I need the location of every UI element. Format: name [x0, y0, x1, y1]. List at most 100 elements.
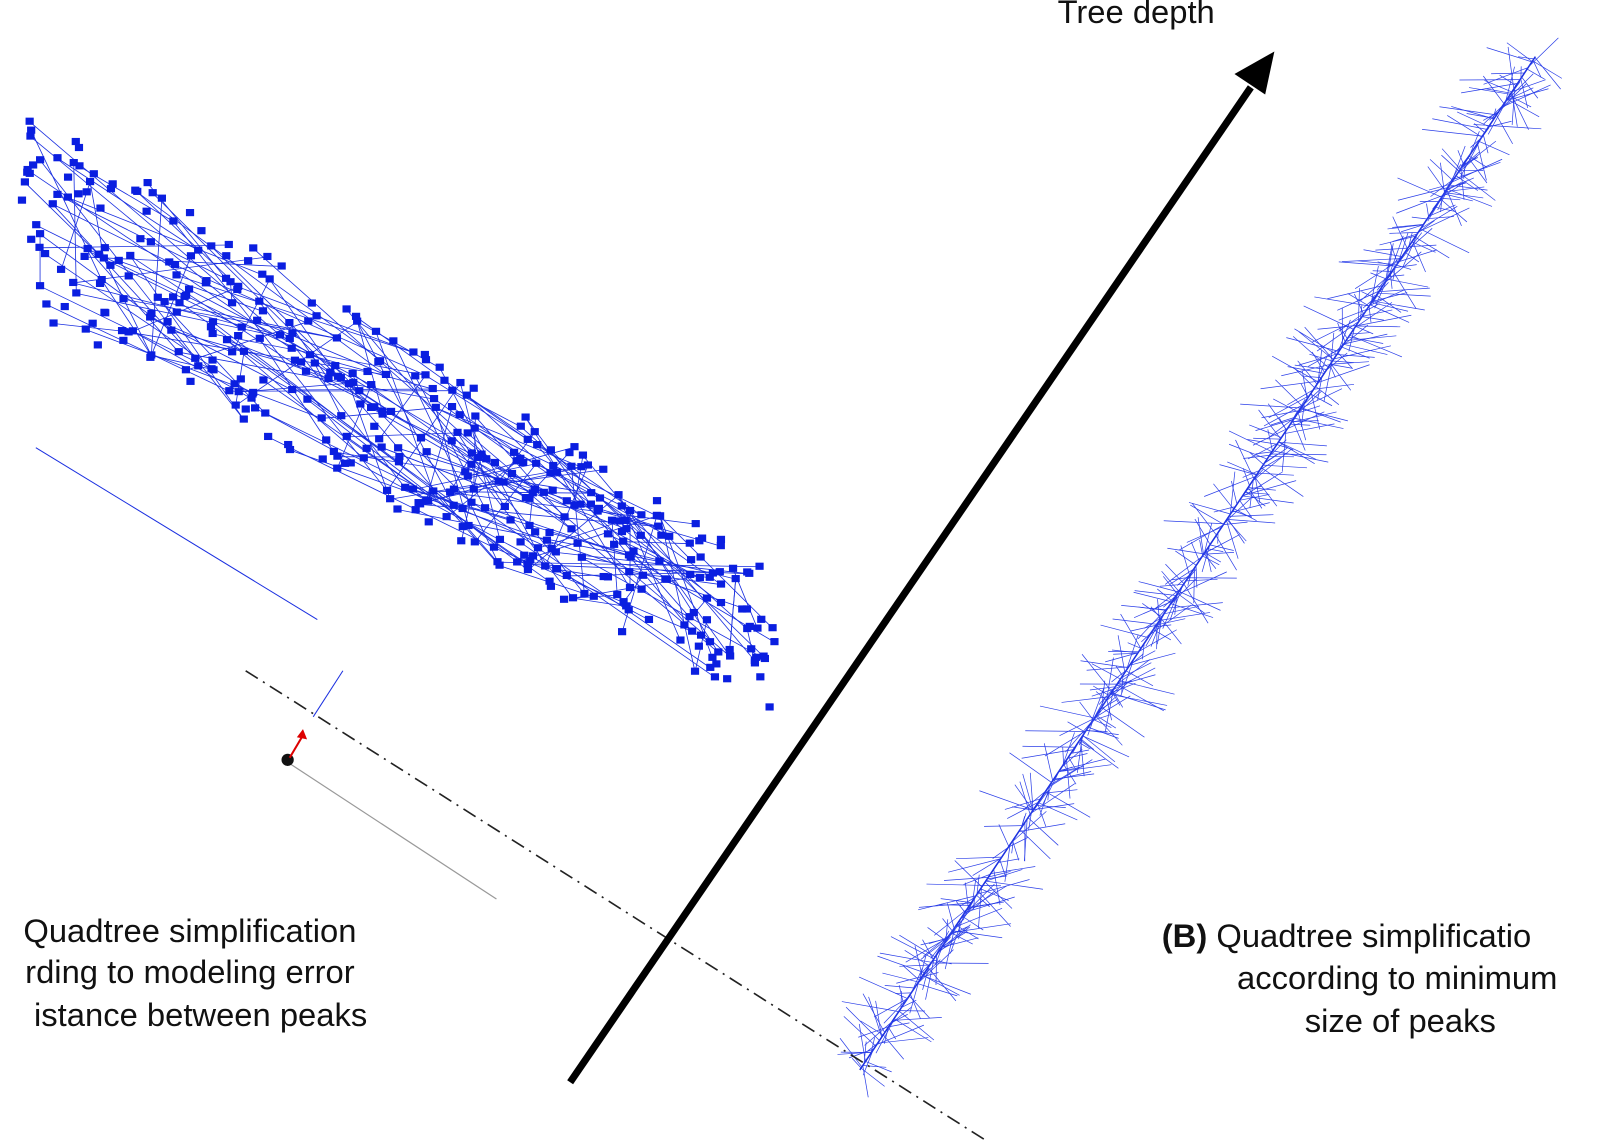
- tree-edge: [537, 521, 621, 549]
- tree-branch: [1255, 451, 1272, 455]
- tree-node: [447, 437, 456, 445]
- tree-node: [146, 313, 155, 321]
- tree-branch: [858, 1023, 866, 1062]
- tree-branch: [1332, 360, 1354, 363]
- tree-branch: [1197, 517, 1204, 555]
- tree-node: [615, 517, 625, 525]
- tree-branch: [899, 964, 930, 967]
- tree-node: [621, 516, 630, 524]
- tree-branch: [1483, 67, 1529, 85]
- tree-node: [208, 318, 218, 326]
- tree-edge: [405, 487, 511, 521]
- tree-branch: [1252, 428, 1288, 446]
- tree-edge: [212, 333, 426, 376]
- tree-branch: [1518, 56, 1534, 60]
- tree-node: [251, 404, 260, 412]
- tree-node: [222, 252, 231, 260]
- tree-branch: [1209, 544, 1234, 551]
- tree-node: [467, 449, 476, 457]
- caption-label: (B): [1162, 917, 1207, 954]
- tree-branch: [898, 1010, 935, 1041]
- tree-node: [599, 465, 608, 473]
- tree-branch: [1249, 424, 1282, 438]
- tree-branch: [1066, 759, 1071, 799]
- tree-branch: [1337, 290, 1380, 311]
- tree-node: [17, 196, 27, 204]
- tree-branch: [933, 908, 968, 936]
- tree-branch: [1112, 690, 1124, 708]
- tree-branch: [1472, 127, 1490, 152]
- tree-node: [770, 638, 779, 646]
- tree-branch: [1468, 87, 1511, 95]
- tree-branch: [1392, 233, 1418, 242]
- tree-branch: [1072, 738, 1081, 753]
- tree-branch: [1141, 643, 1145, 660]
- tree-branch: [1432, 197, 1442, 210]
- tree-node: [63, 193, 72, 201]
- tree-node: [285, 445, 295, 454]
- tree-node: [336, 374, 345, 382]
- tree-branch: [1460, 150, 1474, 167]
- tree-node: [100, 244, 109, 252]
- tree-branch: [1162, 590, 1180, 629]
- tree-node: [148, 189, 157, 197]
- tree-branch: [1278, 441, 1315, 465]
- tree-branch: [1100, 624, 1149, 638]
- tree-branch: [1078, 741, 1091, 750]
- tree-branch: [1348, 336, 1384, 344]
- tree-branch: [1463, 161, 1466, 179]
- tree-node: [353, 317, 362, 325]
- tree-node: [654, 522, 663, 530]
- tree-node: [48, 200, 57, 208]
- tree-branch: [1159, 583, 1184, 587]
- tree-branch: [898, 985, 904, 1005]
- tree-branch: [892, 1017, 942, 1021]
- tree-spine: [859, 56, 1537, 1071]
- tree-branch: [1176, 574, 1191, 586]
- tree-node: [516, 454, 525, 462]
- tree-node: [411, 372, 420, 380]
- tree-node: [312, 312, 321, 320]
- tree-node: [370, 422, 379, 430]
- tree-edge: [269, 279, 339, 378]
- tree-branch: [1263, 464, 1308, 469]
- tree-node: [530, 485, 539, 493]
- tree-node: [146, 238, 155, 246]
- tree-branch: [1255, 418, 1294, 431]
- tree-branch: [1291, 411, 1337, 423]
- tree-node: [197, 227, 206, 235]
- tree-node: [180, 292, 189, 300]
- tree-node: [695, 537, 704, 545]
- tree-node: [169, 217, 178, 225]
- tree-node: [743, 624, 752, 633]
- tree-branch: [923, 933, 951, 957]
- tree-node: [702, 594, 712, 602]
- tree-branch: [1300, 388, 1343, 409]
- tree-branch: [1357, 260, 1397, 266]
- tree-branch: [1111, 649, 1138, 654]
- tree-branch: [1455, 175, 1479, 191]
- tree-branch: [1330, 361, 1369, 365]
- tree-node: [386, 495, 395, 503]
- tree-branch: [1316, 320, 1360, 352]
- tree-branch: [890, 1013, 908, 1024]
- tree-branch: [1526, 68, 1545, 80]
- tree-node: [577, 463, 586, 471]
- tree-branch: [1372, 292, 1408, 302]
- tree-node: [624, 606, 633, 614]
- tree-edge: [76, 293, 290, 340]
- tree-edge: [378, 375, 426, 440]
- tree-branch: [1532, 60, 1563, 79]
- tree-branch: [1446, 189, 1462, 227]
- tree-node: [759, 652, 768, 660]
- tree-node: [467, 460, 476, 468]
- tree-node: [228, 348, 237, 356]
- tree-branch: [1241, 471, 1284, 498]
- tree-node: [494, 477, 503, 485]
- tree-branch: [1468, 155, 1488, 168]
- tree-node: [342, 305, 351, 313]
- tree-edge: [346, 309, 530, 527]
- tree-node: [622, 602, 631, 610]
- tree-edge: [536, 444, 693, 632]
- tree-branch: [1268, 455, 1294, 458]
